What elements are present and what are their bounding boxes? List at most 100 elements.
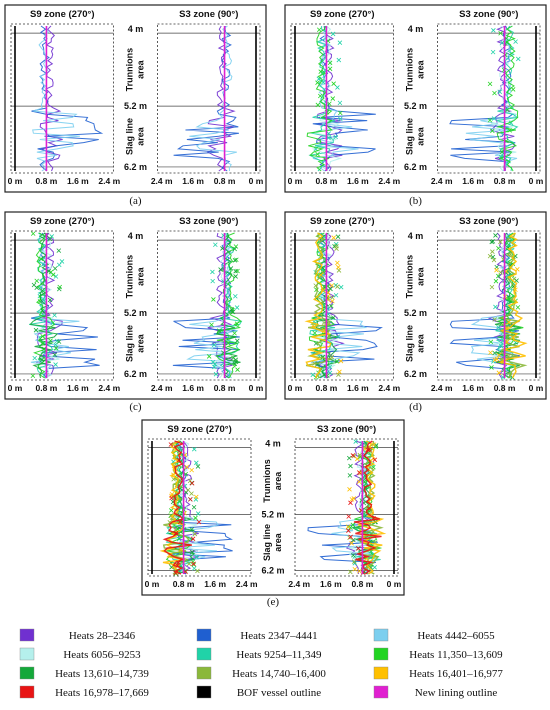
series-marker xyxy=(499,40,505,46)
series-marker xyxy=(515,305,521,310)
series-marker xyxy=(211,297,216,302)
series-marker xyxy=(232,330,237,336)
x-tick-label: 2.4 m xyxy=(288,579,310,589)
series-marker xyxy=(371,442,377,447)
x-tick-label: 1.6 m xyxy=(67,176,89,186)
panel-caption: (a) xyxy=(129,195,142,207)
zone-title: S9 zone (270°) xyxy=(30,9,95,20)
area-label-line: Trunnions xyxy=(262,459,272,503)
s3-subplot: S3 zone (90°) 2.4 m 1.6 m 0.8 m 0 m xyxy=(431,9,544,186)
x-tick-label: 0.8 m xyxy=(494,176,516,186)
series-marker xyxy=(330,96,336,101)
series-marker xyxy=(189,467,194,473)
series-marker xyxy=(496,325,501,330)
legend-label: Heats 2347–4441 xyxy=(240,630,317,642)
area-label-line: Slag line xyxy=(262,524,272,561)
series-marker xyxy=(365,447,371,453)
series-marker xyxy=(331,235,337,240)
series-marker xyxy=(189,491,194,496)
x-tick-label: 0 m xyxy=(145,579,160,589)
series-marker xyxy=(330,298,335,304)
series-marker xyxy=(186,561,192,567)
series-marker xyxy=(356,546,361,551)
series-marker xyxy=(53,362,58,367)
zone-title: S3 zone (90°) xyxy=(459,216,518,227)
x-tick-label: 0.8 m xyxy=(36,176,58,186)
panel-e: S9 zone (270°)0 m 0.8 m 1.6 m 2.4 mS3 zone … xyxy=(141,419,405,608)
series-line xyxy=(168,440,196,575)
x-tick-label: 2.4 m xyxy=(98,383,120,393)
series-marker xyxy=(346,514,351,519)
series-marker xyxy=(189,527,195,532)
x-tick-label: 0 m xyxy=(529,176,544,186)
s9-subplot: S9 zone (270°) 0 m 0.8 m 1.6 m 2.4 m xyxy=(288,9,401,186)
series-marker xyxy=(41,291,46,297)
series-marker xyxy=(496,352,502,358)
series-marker xyxy=(189,549,195,555)
series-marker xyxy=(490,49,496,55)
depth-label: 4 m xyxy=(265,438,281,448)
series-marker xyxy=(346,528,351,533)
area-label-line: Trunnions xyxy=(405,48,415,92)
series-line xyxy=(496,25,519,172)
series-marker xyxy=(506,371,512,376)
x-tick-label: 1.6 m xyxy=(182,176,204,186)
series-marker xyxy=(493,278,499,284)
series-marker xyxy=(335,234,341,239)
series-marker xyxy=(52,266,58,271)
series-line xyxy=(162,440,192,575)
series-marker xyxy=(226,340,231,346)
series-marker xyxy=(493,233,498,238)
series-line xyxy=(497,232,528,379)
s3-subplot: S3 zone (90°) 2.4 m 1.6 m 0.8 m 0 m xyxy=(151,9,264,186)
s9-subplot: S9 zone (270°) 0 m 0.8 m 1.6 m 2.4 m xyxy=(145,424,258,589)
zone-title: S3 zone (90°) xyxy=(179,9,238,20)
series-marker xyxy=(206,354,212,359)
area-label-line: Slag line xyxy=(405,118,415,155)
series-marker xyxy=(338,358,344,364)
series-marker xyxy=(32,355,37,361)
series-marker xyxy=(362,446,368,451)
series-marker xyxy=(229,306,234,312)
series-marker xyxy=(321,288,326,293)
legend-swatch xyxy=(373,685,389,699)
area-label-line: area xyxy=(416,333,426,353)
series-marker xyxy=(328,286,333,292)
area-label-line: area xyxy=(273,532,283,552)
area-label-line: area xyxy=(416,59,426,79)
series-marker xyxy=(191,561,196,567)
series-marker xyxy=(490,254,496,260)
plot-area xyxy=(290,230,394,381)
series-marker xyxy=(196,519,202,525)
series-marker xyxy=(234,338,240,344)
depth-label: 5.2 m xyxy=(261,509,284,519)
plot-area xyxy=(294,438,399,577)
area-label: Trunnionsarea xyxy=(405,48,426,92)
series-marker xyxy=(233,274,238,279)
x-tick-label: 0.8 m xyxy=(173,579,195,589)
series-line xyxy=(211,232,240,379)
legend-swatch xyxy=(196,666,212,680)
series-marker xyxy=(59,259,65,264)
area-label: Slag linearea xyxy=(262,524,283,561)
series-line xyxy=(308,25,336,172)
series-marker xyxy=(168,508,174,513)
legend-swatch xyxy=(196,685,212,699)
series-marker xyxy=(337,40,343,45)
x-tick-label: 1.6 m xyxy=(204,579,226,589)
series-marker xyxy=(191,504,197,510)
series-line xyxy=(306,25,333,172)
area-label-line: area xyxy=(416,266,426,286)
series-line xyxy=(36,232,63,379)
series-marker xyxy=(351,559,357,564)
series-marker xyxy=(334,246,339,251)
series-marker xyxy=(347,487,352,492)
x-tick-label: 0.8 m xyxy=(316,176,338,186)
series-marker xyxy=(233,357,239,363)
series-marker xyxy=(506,353,511,359)
series-line xyxy=(315,232,339,379)
series-marker xyxy=(357,452,363,458)
series-line xyxy=(495,232,518,379)
series-marker xyxy=(39,357,45,363)
